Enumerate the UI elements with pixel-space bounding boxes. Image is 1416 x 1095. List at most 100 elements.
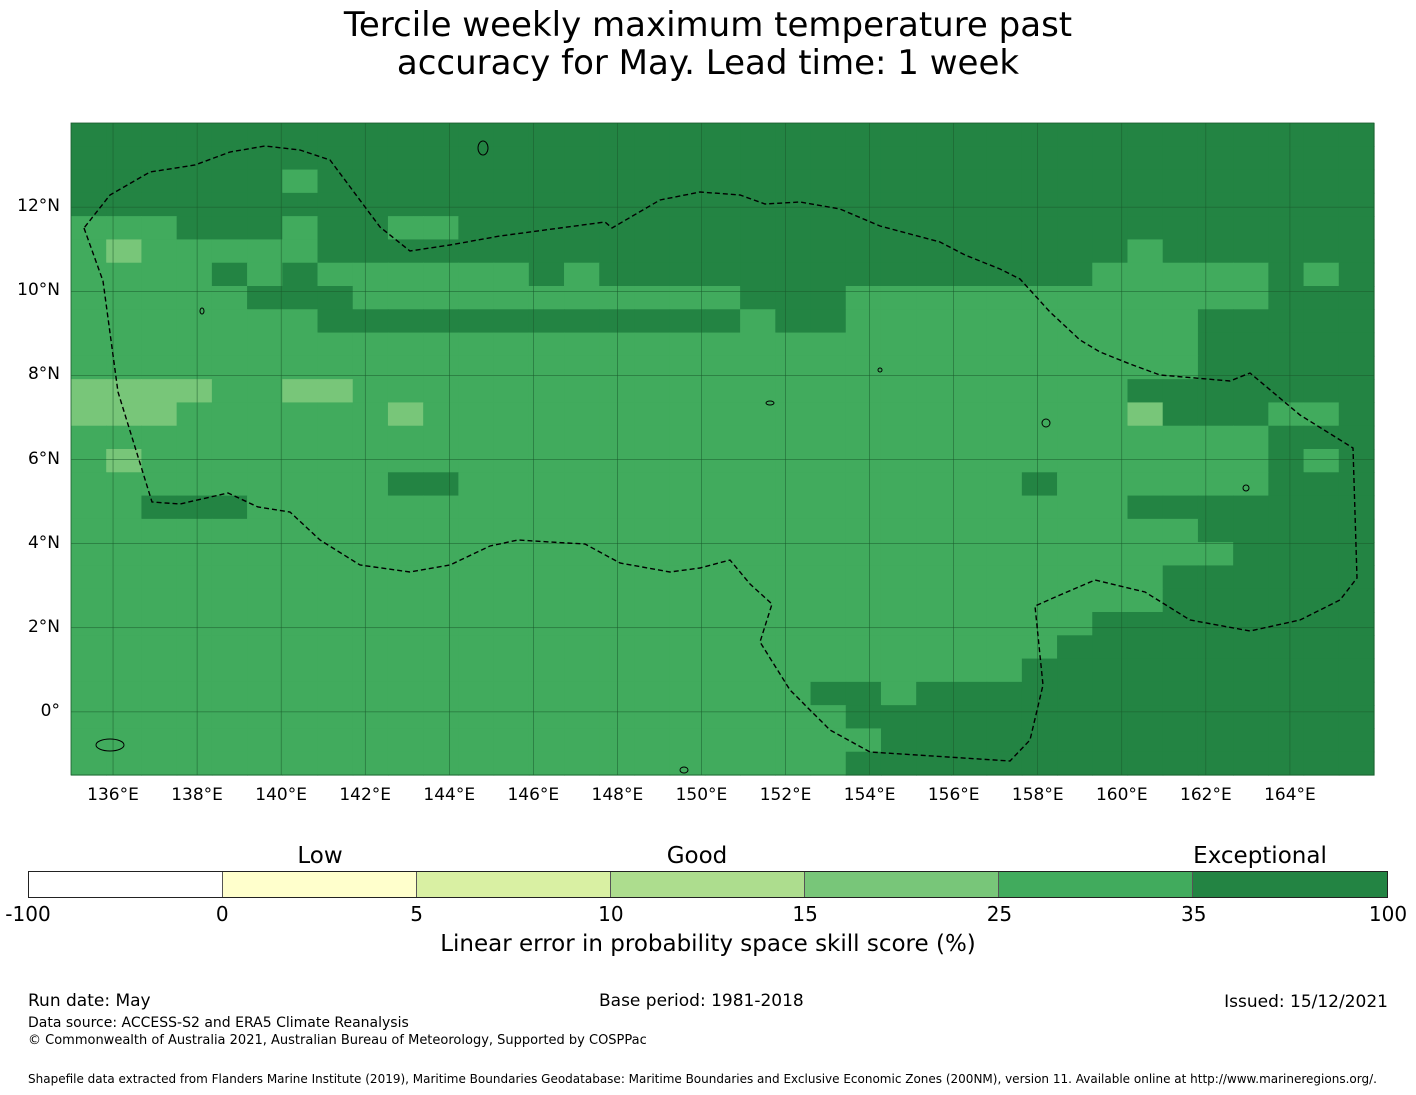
grid-cell — [211, 216, 248, 241]
grid-cell — [387, 216, 424, 241]
grid-cell — [810, 565, 847, 590]
grid-cell — [528, 635, 565, 660]
grid-cell — [528, 146, 565, 171]
grid-cell — [916, 402, 953, 427]
grid-cell — [1268, 612, 1305, 636]
grid-cell — [669, 146, 706, 171]
grid-cell — [1092, 355, 1129, 380]
grid-cell — [352, 681, 389, 706]
grid-cell — [1338, 588, 1375, 613]
grid-cell — [1092, 146, 1129, 171]
grid-cell — [211, 425, 248, 450]
grid-cell — [528, 612, 565, 636]
grid-cell — [1127, 379, 1164, 404]
grid-cell — [1127, 216, 1164, 241]
grid-cell — [71, 681, 107, 706]
grid-cell — [1268, 635, 1305, 660]
grid-cell — [141, 705, 178, 730]
grid-cell — [1338, 705, 1375, 730]
grid-cell — [1197, 216, 1234, 241]
grid-cell — [775, 449, 812, 473]
grid-cell — [71, 192, 107, 217]
grid-cell — [1162, 635, 1199, 660]
grid-cell — [1162, 472, 1199, 497]
grid-cell — [176, 565, 213, 590]
grid-cell — [845, 542, 882, 567]
grid-cell — [634, 123, 671, 147]
grid-cell — [1197, 542, 1234, 567]
island-outline — [95, 738, 125, 752]
grid-cell — [282, 239, 319, 264]
grid-cell — [528, 518, 565, 543]
grid-cell — [1303, 239, 1340, 264]
grid-cell — [352, 262, 389, 287]
grid-cell — [282, 355, 319, 380]
grid-cell — [916, 658, 953, 683]
grid-cell — [634, 449, 671, 473]
grid-cell — [1197, 169, 1234, 194]
grid-cell — [176, 449, 213, 473]
grid-cell — [1021, 425, 1058, 450]
grid-cell — [669, 425, 706, 450]
grid-cell — [1303, 309, 1340, 334]
grid-cell — [1127, 681, 1164, 706]
grid-cell — [810, 355, 847, 380]
grid-cell — [1268, 658, 1305, 683]
grid-cell — [282, 542, 319, 567]
grid-cell — [1021, 705, 1058, 730]
grid-cell — [634, 751, 671, 776]
grid-cell — [71, 355, 107, 380]
grid-cell — [106, 751, 143, 776]
grid-cell — [1092, 402, 1129, 427]
grid-cell — [1092, 705, 1129, 730]
grid-cell — [810, 449, 847, 473]
grid-cell — [1338, 262, 1375, 287]
grid-cell — [1338, 612, 1375, 636]
island-outline — [199, 307, 205, 315]
grid-cell — [1303, 216, 1340, 241]
grid-cell — [1233, 355, 1269, 380]
grid-cell — [317, 309, 354, 334]
grid-cell — [951, 425, 988, 450]
grid-cell — [986, 239, 1023, 264]
grid-cell — [1057, 472, 1093, 497]
grid-cell — [951, 286, 988, 310]
grid-cell — [810, 123, 847, 147]
issued-date: Issued: 15/12/2021 — [1224, 992, 1388, 1012]
grid-cell — [1162, 169, 1199, 194]
grid-cell — [669, 658, 706, 683]
grid-cell — [247, 728, 283, 753]
grid-cell — [669, 262, 706, 287]
grid-cell — [704, 658, 741, 683]
grid-cell — [845, 751, 882, 776]
colorbar-exceptional-label: Exceptional — [1193, 843, 1327, 869]
grid-cell — [1162, 192, 1199, 217]
grid-cell — [352, 169, 389, 194]
grid-cell — [564, 635, 600, 660]
grid-cell — [1092, 425, 1129, 450]
grid-cell — [880, 612, 917, 636]
grid-cell — [317, 472, 354, 497]
grid-cell — [528, 309, 565, 334]
grid-cell — [1092, 169, 1129, 194]
grid-cell — [880, 355, 917, 380]
grid-cell — [317, 449, 354, 473]
grid-cell — [775, 169, 812, 194]
grid-cell — [352, 425, 389, 450]
grid-cell — [176, 705, 213, 730]
grid-cell — [1162, 751, 1199, 776]
grid-cell — [1268, 728, 1305, 753]
grid-cell — [317, 379, 354, 404]
grid-cell — [211, 658, 248, 683]
grid-cell — [775, 355, 812, 380]
grid-cell — [775, 309, 812, 334]
grid-cell — [1338, 309, 1375, 334]
grid-cell — [599, 565, 636, 590]
grid-cell — [916, 239, 953, 264]
colorbar-segment — [1193, 872, 1387, 897]
grid-cell — [317, 216, 354, 241]
grid-cell — [1338, 239, 1375, 264]
grid-cell — [1303, 565, 1340, 590]
grid-cell — [493, 681, 530, 706]
grid-cell — [916, 286, 953, 310]
